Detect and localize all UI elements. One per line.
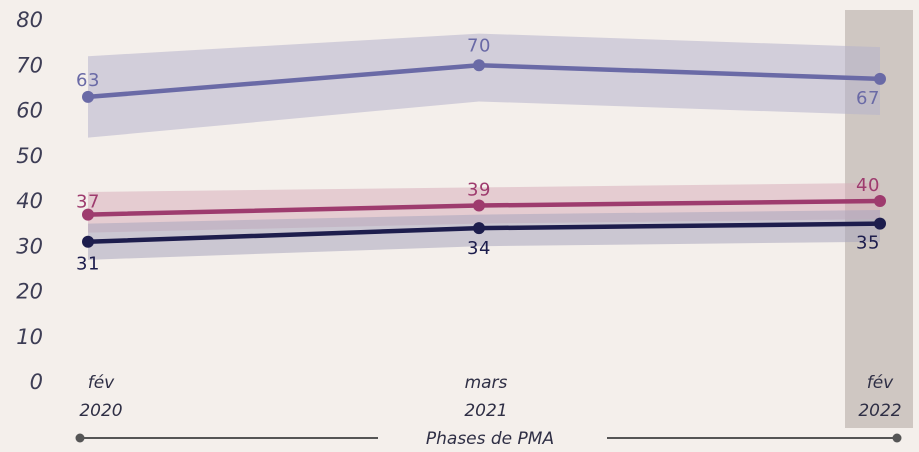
- axis-end-dot-left: [75, 433, 85, 443]
- confidence-band: [88, 210, 880, 260]
- axis-end-dot-right: [892, 433, 902, 443]
- x-axis-caption-line: Phases de PMA: [75, 429, 902, 449]
- x-tick-label-line2: 2022: [858, 401, 901, 421]
- data-point: [82, 90, 94, 103]
- y-tick-label: 20: [16, 280, 43, 304]
- data-point: [82, 235, 94, 248]
- confidence-band: [88, 33, 880, 138]
- y-tick-label: 30: [16, 234, 43, 258]
- x-axis-label: Phases de PMA: [426, 429, 554, 449]
- data-label: 34: [467, 238, 491, 259]
- x-tick-label-line2: 2020: [79, 401, 122, 421]
- data-label: 70: [467, 35, 491, 56]
- data-point-layer: [82, 59, 886, 248]
- data-point: [473, 59, 485, 72]
- data-label: 63: [76, 70, 100, 91]
- data-point: [874, 195, 886, 207]
- data-label: 35: [856, 233, 880, 254]
- data-label: 37: [76, 192, 100, 213]
- y-tick-label: 10: [16, 325, 43, 349]
- y-axis-tick-labels: 0 10 20 30 40 50 60 70 80: [16, 8, 43, 394]
- x-tick-label-line2: 2021: [464, 401, 507, 421]
- data-point: [874, 217, 886, 230]
- y-tick-label: 60: [16, 99, 43, 123]
- data-point: [874, 72, 886, 85]
- data-label: 31: [76, 254, 100, 275]
- y-tick-label: 0: [30, 370, 43, 394]
- data-point: [473, 199, 485, 212]
- data-label: 67: [856, 88, 880, 109]
- x-tick-label-line1: mars: [465, 373, 508, 393]
- data-label: 40: [856, 175, 880, 196]
- data-label: 39: [467, 180, 491, 201]
- y-tick-label: 50: [16, 144, 43, 168]
- data-point: [473, 222, 485, 235]
- y-tick-label: 70: [16, 53, 43, 77]
- y-tick-label: 80: [16, 8, 43, 32]
- data-point: [82, 208, 94, 221]
- x-axis-tick-labels: fév 2020 mars 2021 fév 2022: [79, 373, 901, 421]
- y-tick-label: 40: [16, 189, 43, 213]
- data-label-layer: 63 70 67 37 39 40 31 34 35: [76, 35, 880, 275]
- x-tick-label-line1: fév: [88, 373, 115, 393]
- x-tick-label-line1: fév: [867, 373, 894, 393]
